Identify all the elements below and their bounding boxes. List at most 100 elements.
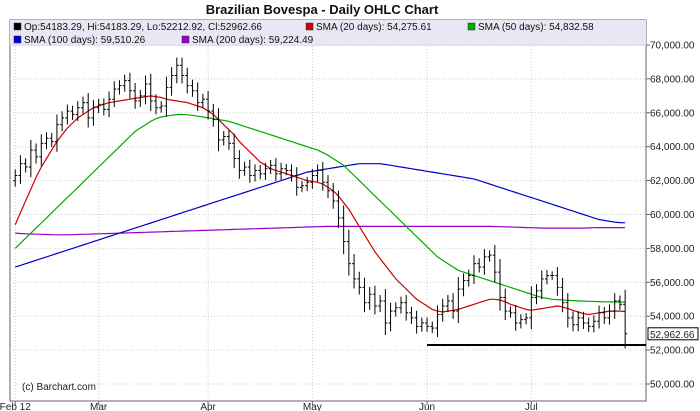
ohlc-bar [23,158,28,173]
ohlc-bar [440,298,445,322]
ohlc-bar [211,103,216,127]
ohlc-bar [294,167,299,196]
x-tick-label: Apr [200,402,216,411]
sma200-line [15,225,626,236]
ohlc-bar [362,277,367,313]
ohlc-bar [221,131,226,146]
last-close-label: 52,962.66 [650,330,695,341]
ohlc-bar [159,101,164,113]
ohlc-bar [550,271,555,280]
ohlc-bar [378,294,383,313]
ohlc-bar [28,139,33,178]
ohlc-bars [13,57,628,349]
ohlc-bar [591,315,596,333]
ohlc-bar [320,162,325,191]
ohlc-bar [185,67,190,94]
legend-swatch [181,35,190,44]
ohlc-bar [101,98,106,116]
ohlc-bar [357,271,362,295]
overlay-layer: 52,962.66 [427,327,699,347]
y-tick-label: 56,000.00 [650,278,695,289]
ohlc-bar [216,108,221,152]
ohlc-bar [602,306,607,324]
ohlc-bar [477,258,482,273]
ohlc-bar [571,311,576,332]
ohlc-bar [518,314,523,329]
ohlc-bar [331,182,336,209]
y-tick-label: 62,000.00 [650,176,695,187]
ohlc-bar [60,111,65,132]
ohlc-bar [466,269,471,287]
sma50-line [14,113,626,303]
ohlc-bar [143,75,148,105]
y-tick-label: 66,000.00 [650,108,695,119]
ohlc-bar [419,317,424,332]
ohlc-bar [513,305,518,331]
ohlc-bar [607,304,612,325]
ohlc-bar [315,164,320,182]
ohlc-bar [242,161,247,176]
ohlc-bar [148,73,153,112]
ohlc-bar [96,98,101,114]
legend-swatch [13,35,22,44]
ohlc-bar [346,229,351,276]
ohlc-bar [398,296,403,314]
legend: Op:54183.29, Hi:54183.29, Lo:52212.92, C… [13,22,594,46]
ohlc-bar [65,104,70,125]
plot-area [9,19,647,402]
y-tick-label: 68,000.00 [650,74,695,85]
y-tick-label: 50,000.00 [650,380,695,391]
ohlc-bar [393,302,398,317]
ohlc-bar [174,57,179,84]
ohlc-bar [544,270,549,285]
ohlc-bar [445,294,450,313]
ohlc-bar [617,295,622,310]
ohlc-bar [498,258,503,311]
ohlc-bar [612,293,617,319]
ohlc-bar [341,205,346,255]
ohlc-bar [49,132,54,148]
ohlc-bar [153,94,158,115]
ohlc-bar [253,164,258,182]
ohlc-bar [310,168,315,189]
ohlc-bar [576,311,581,332]
ohlc-bar [247,159,252,183]
ohlc-bar [565,293,570,328]
sma-layer [14,95,626,316]
ohlc-bar [503,288,508,321]
ohlc-bar [232,133,237,169]
ohlc-bar [86,93,91,128]
ohlc-bar [336,190,341,229]
ohlc-bar [404,294,409,321]
legend-swatch [305,22,314,31]
ohlc-bar [75,101,80,122]
ohlc-bar [127,72,132,99]
ohlc-bar [560,277,565,313]
y-tick-label: 64,000.00 [650,142,695,153]
ohlc-bar [91,99,96,126]
ohlc-bar [299,180,304,193]
ohlc-bar [226,129,231,150]
y-tick-label: 58,000.00 [650,244,695,255]
x-tick-label: Feb 12 [0,402,31,411]
ohlc-bar [268,159,273,175]
ohlc-bar [482,249,487,275]
ohlc-bar [581,311,586,329]
legend-entry: SMA (100 days): 59,510.26 [24,35,146,46]
ohlc-bar [529,286,534,330]
x-tick-label: Mar [90,402,108,411]
ohlc-bar [34,143,39,164]
ohlc-bar [206,90,211,120]
chart-title: Brazilian Bovespa - Daily OHLC Chart [206,2,439,17]
ohlc-bar [138,89,143,107]
ohlc-bar [388,302,393,332]
ohlc-bar [190,79,195,97]
chart-credit: (c) Barchart.com [22,382,96,393]
ohlc-bar [305,176,310,192]
ohlc-bar [180,57,185,84]
ohlc-bar [284,163,289,176]
sma20-line [14,95,626,316]
ohlc-bar [107,91,112,118]
